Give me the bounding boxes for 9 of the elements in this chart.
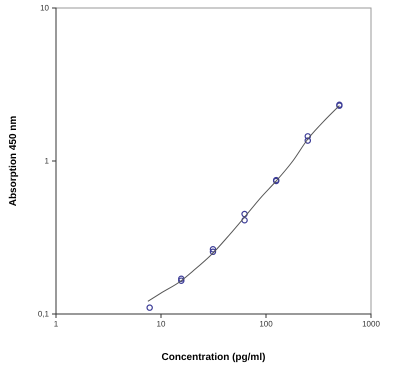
x-tick-label: 100 [259, 320, 274, 329]
y-axis-title: Absorption 450 nm [8, 116, 19, 206]
x-tick-label: 10 [156, 320, 166, 329]
x-tick-label: 1 [54, 320, 59, 329]
y-tick-label: 1 [44, 156, 50, 166]
x-axis-title: Concentration (pg/ml) [162, 352, 266, 363]
y-tick-label: 10 [40, 4, 50, 13]
x-tick-label: 1000 [362, 320, 380, 329]
y-tick-label: 0,1 [38, 310, 50, 319]
